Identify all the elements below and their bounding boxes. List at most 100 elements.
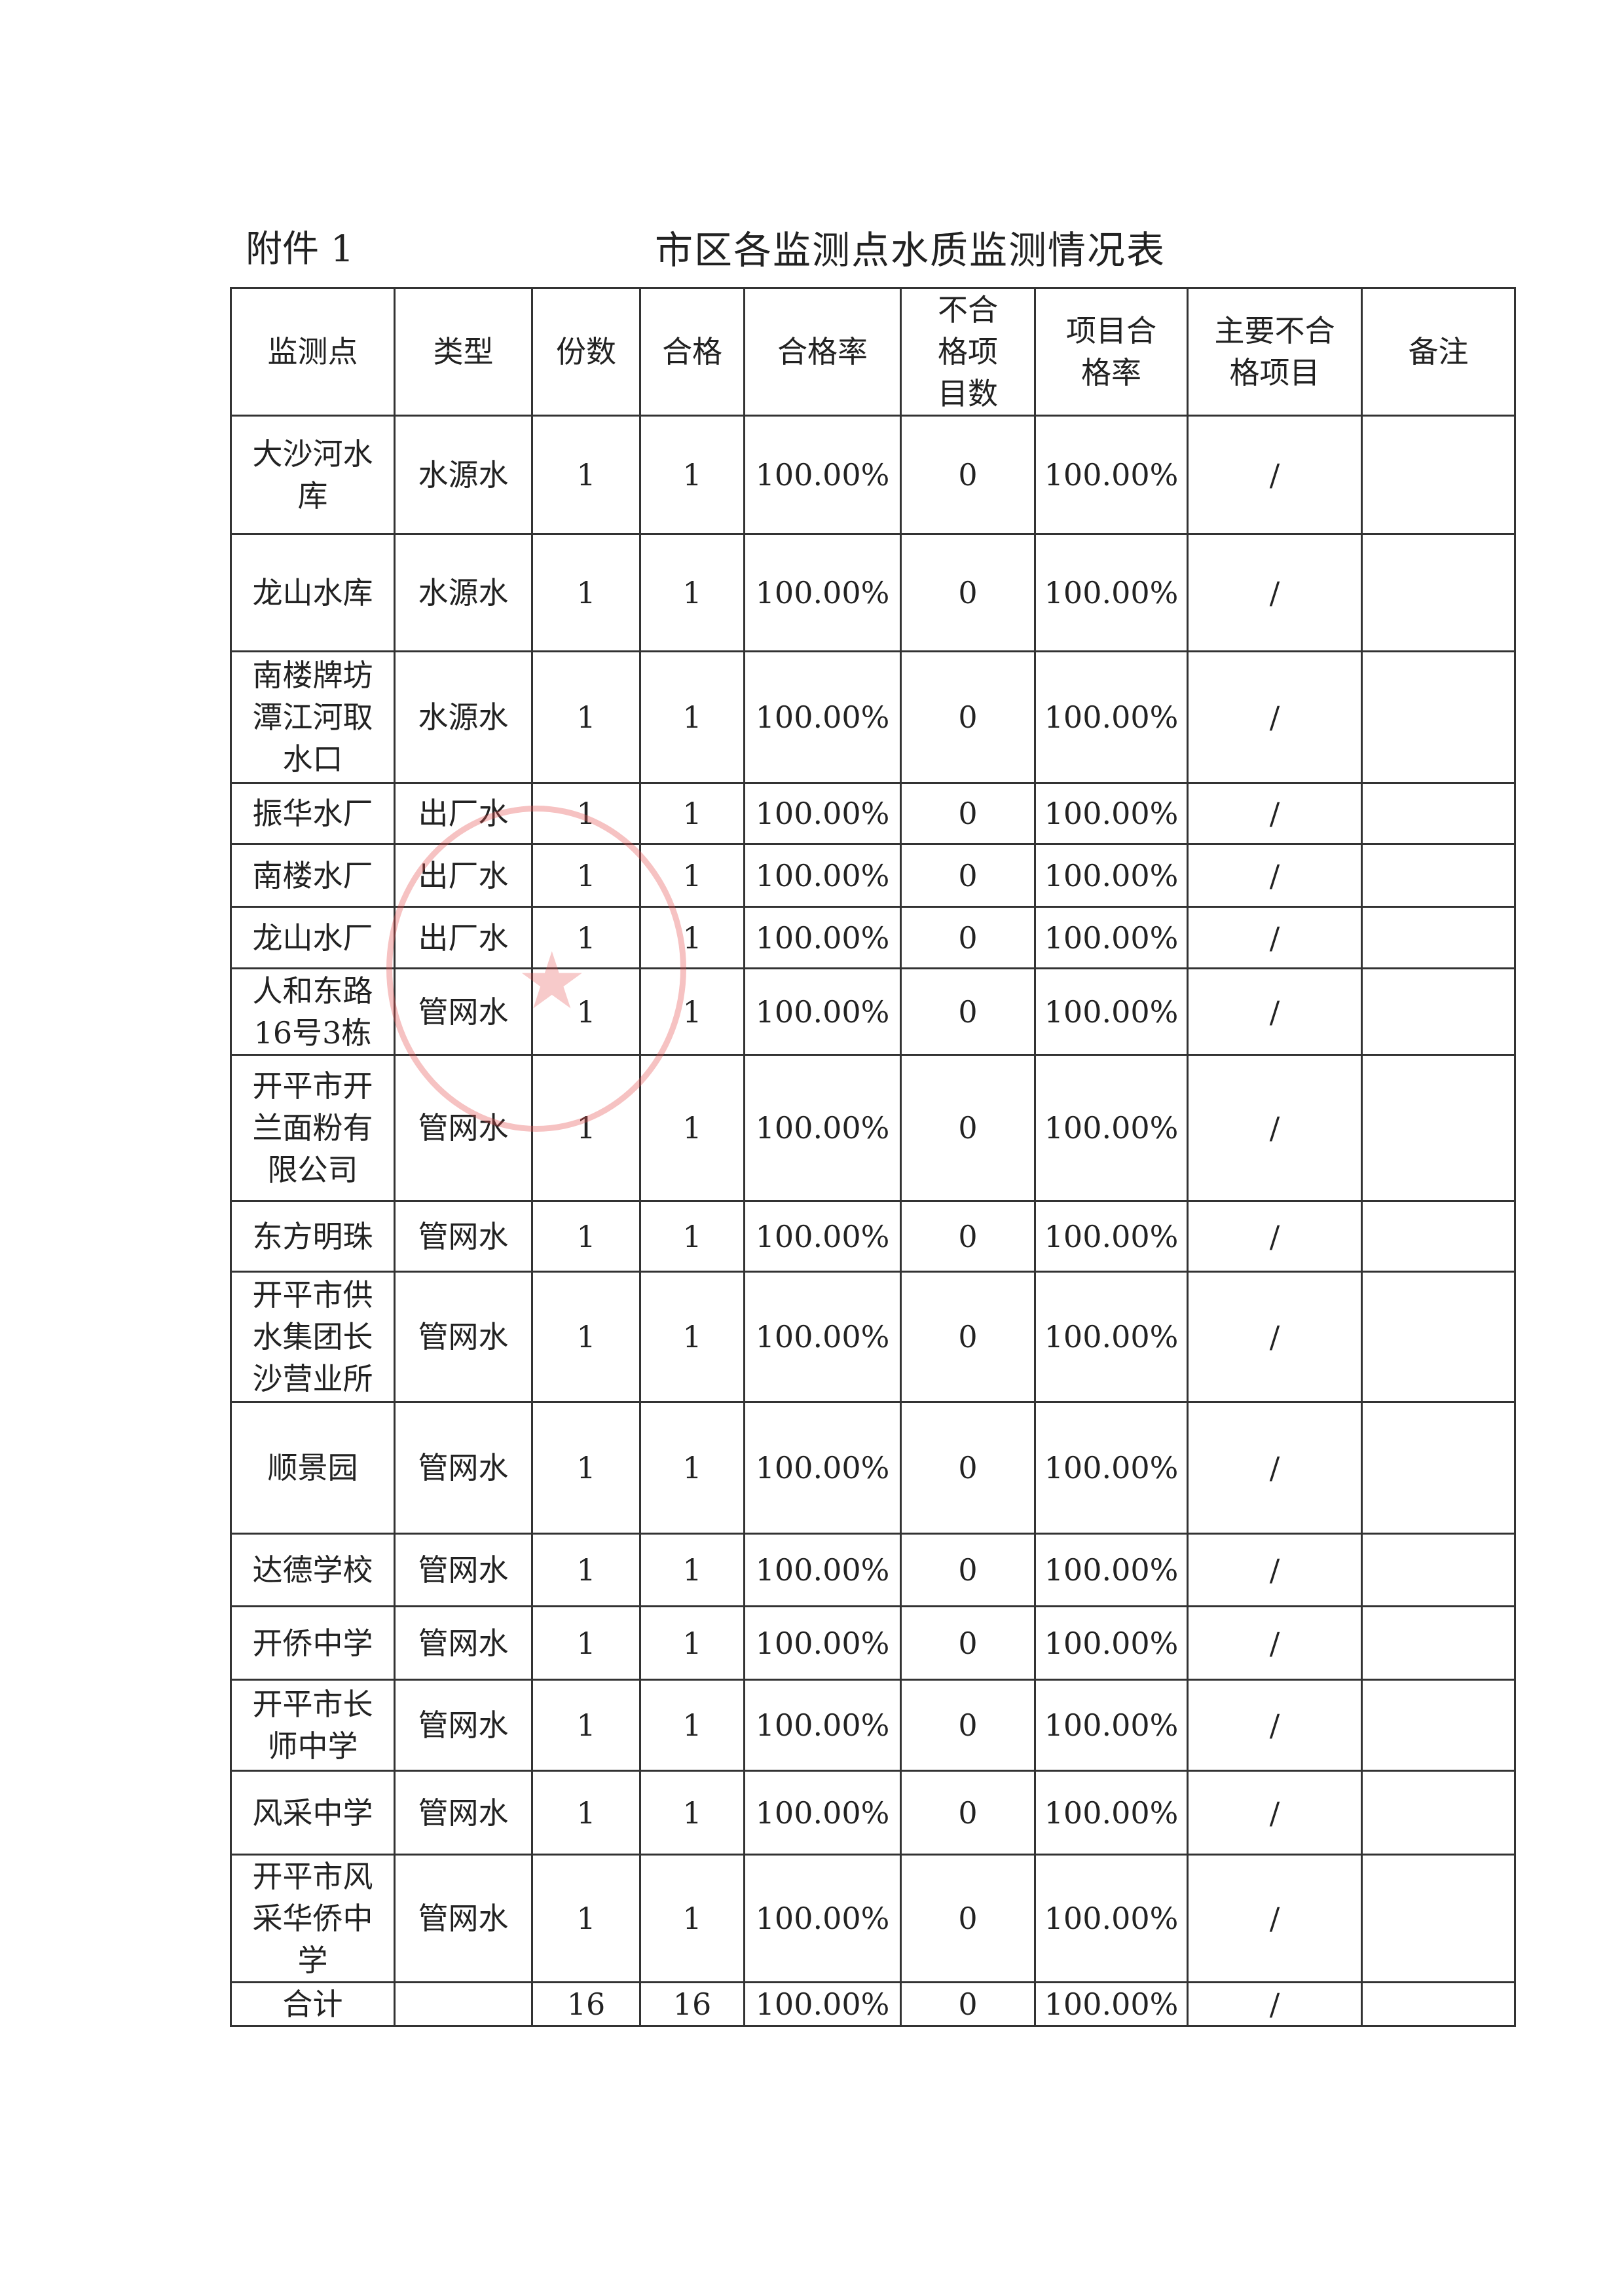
table-row: 龙山水厂 出厂水 1 1 100.00% 0 100.00% / [230,906,1516,969]
table-row: 南楼水厂 出厂水 1 1 100.00% 0 100.00% / [230,843,1516,908]
table-cell: 100.00% [1034,1054,1189,1202]
table-cell: 100.00% [743,843,902,908]
site-name-cell: 顺景园 [230,1401,396,1535]
table-cell: 1 [639,1854,745,1983]
table-cell: 0 [900,1679,1036,1772]
table-cell: 1 [531,1533,641,1607]
table-cell: 1 [639,843,745,908]
table-cell: / [1187,1401,1363,1535]
table-cell: 1 [639,1271,745,1403]
table-cell: 100.00% [743,1679,902,1772]
table-cell: 100.00% [743,1770,902,1856]
table-cell: 水源水 [394,650,533,784]
table-cell: 1 [531,650,641,784]
table-cell: 100.00% [1034,782,1189,845]
table-row: 振华水厂 出厂水 1 1 100.00% 0 100.00% / [230,782,1516,845]
table-cell: / [1187,1200,1363,1273]
table-cell: / [1187,1679,1363,1772]
table-cell: 1 [639,967,745,1056]
table-cell: 0 [900,533,1036,652]
table-cell: 1 [531,782,641,845]
table-cell: 1 [639,906,745,969]
table-cell: 100.00% [1034,1533,1189,1607]
table-cell: 1 [639,1200,745,1273]
table-cell: 100.00% [1034,843,1189,908]
table-cell: 水源水 [394,533,533,652]
site-name-cell: 开侨中学 [230,1605,396,1681]
table-cell: 100.00% [743,782,902,845]
table-cell: 管网水 [394,1271,533,1403]
table-cell: 0 [900,1401,1036,1535]
table-cell: 100.00% [1034,1401,1189,1535]
table-cell: 100.00% [1034,1271,1189,1403]
table-cell [1361,1533,1516,1607]
site-name-cell: 开平市供水集团长沙营业所 [230,1271,396,1403]
table-row: 顺景园 管网水 1 1 100.00% 0 100.00% / [230,1401,1516,1535]
column-header: 合格率 [743,287,902,417]
table-cell: 100.00% [743,1854,902,1983]
table-row: 南楼牌坊潭江河取水口 水源水 1 1 100.00% 0 100.00% / [230,650,1516,784]
table-cell: 1 [639,533,745,652]
table-cell: 0 [900,1533,1036,1607]
table-cell: 0 [900,650,1036,784]
column-header: 备注 [1361,287,1516,417]
table-cell: 出厂水 [394,782,533,845]
site-name-cell: 南楼水厂 [230,843,396,908]
table-cell: 1 [639,1054,745,1202]
table-cell: 1 [639,650,745,784]
table-cell: 100.00% [743,1401,902,1535]
table-cell: 100.00% [1034,967,1189,1056]
site-name-cell: 开平市风采华侨中学 [230,1854,396,1983]
table-cell [394,1981,533,2027]
table-cell: 1 [531,1854,641,1983]
column-header: 项目合格率 [1034,287,1189,417]
table-cell [1361,1271,1516,1403]
table-cell: 1 [639,1533,745,1607]
site-name-cell: 开平市开兰面粉有限公司 [230,1054,396,1202]
table-cell [1361,415,1516,535]
table-cell: 100.00% [1034,1679,1189,1772]
table-row: 风采中学 管网水 1 1 100.00% 0 100.00% / [230,1770,1516,1856]
table-cell: / [1187,1271,1363,1403]
table-cell [1361,1401,1516,1535]
table-cell: 100.00% [1034,533,1189,652]
table-cell: 100.00% [743,533,902,652]
table-cell: 0 [900,1770,1036,1856]
table-cell: 1 [531,533,641,652]
table-cell [1361,906,1516,969]
table-cell: 1 [531,967,641,1056]
table-cell: 16 [639,1981,745,2027]
table-cell: 出厂水 [394,843,533,908]
table-cell: 0 [900,1054,1036,1202]
column-header: 主要不合格项目 [1187,287,1363,417]
table-cell: 100.00% [743,1200,902,1273]
table-cell: 100.00% [743,906,902,969]
table-cell [1361,1200,1516,1273]
site-name-cell: 龙山水厂 [230,906,396,969]
table-cell: 100.00% [743,650,902,784]
table-cell: 100.00% [743,1054,902,1202]
column-header: 合格 [639,287,745,417]
total-row: 合计 16 16 100.00% 0 100.00% / [230,1981,1516,2027]
table-cell [1361,1981,1516,2027]
table-cell: / [1187,1533,1363,1607]
table-row: 开平市风采华侨中学 管网水 1 1 100.00% 0 100.00% / [230,1854,1516,1983]
table-cell: 0 [900,843,1036,908]
table-cell: / [1187,1605,1363,1681]
table-cell [1361,967,1516,1056]
table-cell [1361,1770,1516,1856]
table-cell: / [1187,650,1363,784]
table-row: 达德学校 管网水 1 1 100.00% 0 100.00% / [230,1533,1516,1607]
table-cell: / [1187,906,1363,969]
table-cell: 100.00% [1034,1200,1189,1273]
table-cell: 0 [900,1605,1036,1681]
table-cell: 100.00% [743,415,902,535]
table-cell: 1 [639,1679,745,1772]
table-cell: 管网水 [394,1605,533,1681]
table-cell: / [1187,533,1363,652]
table-cell: / [1187,1770,1363,1856]
table-cell: 管网水 [394,1533,533,1607]
column-header: 不合格项目数 [900,287,1036,417]
table-cell: 1 [531,1271,641,1403]
table-cell: 16 [531,1981,641,2027]
